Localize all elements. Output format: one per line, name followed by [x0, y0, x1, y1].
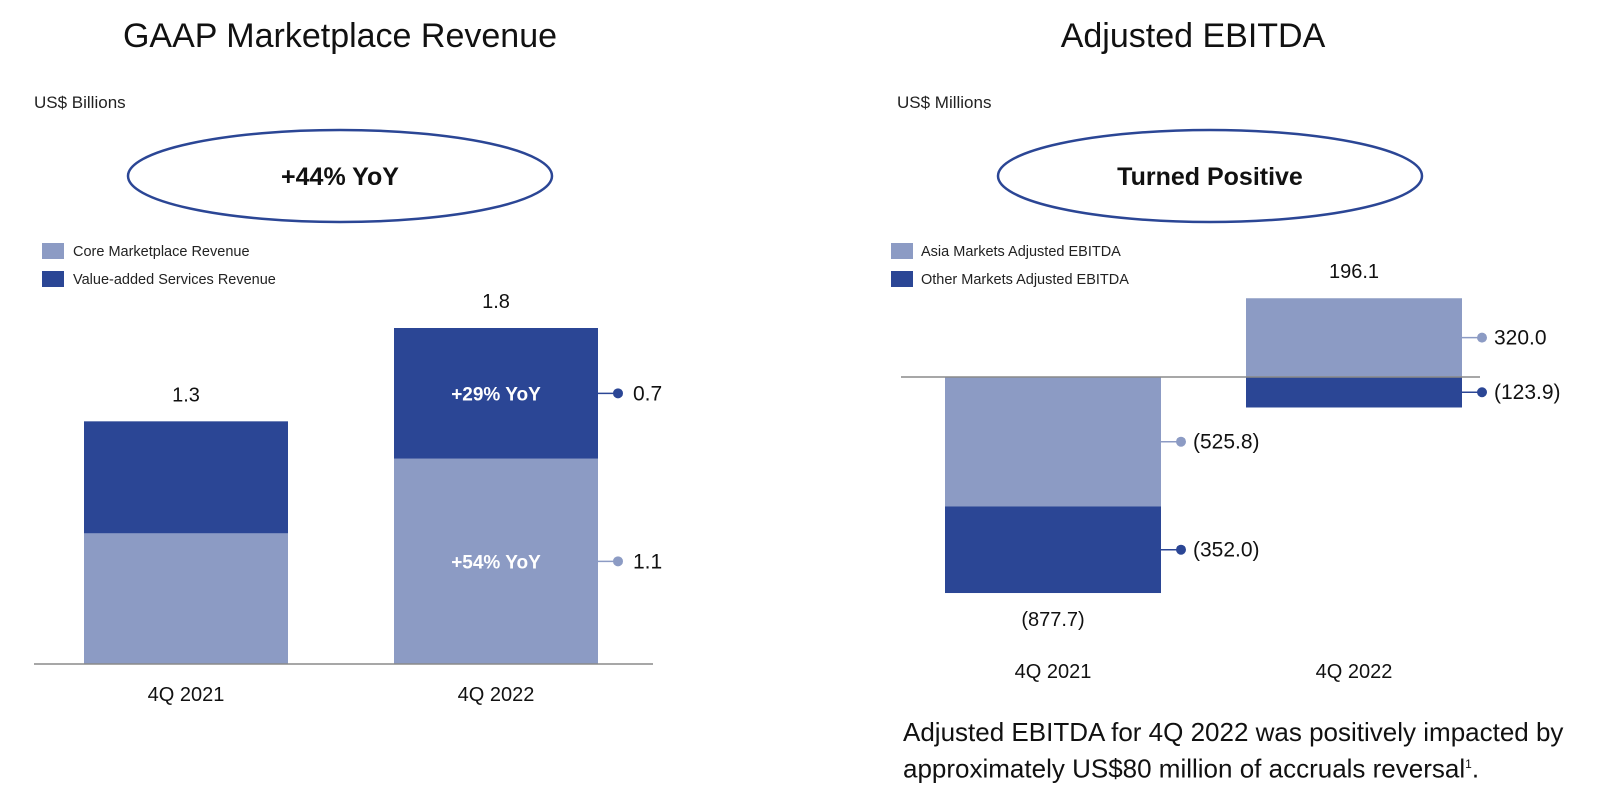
bar-vas-4q2022	[394, 328, 598, 459]
callout-value-asia-4q2021: (525.8)	[1193, 431, 1260, 454]
ebitda-chart: Adjusted EBITDA US$ Millions Turned Posi…	[891, 17, 1561, 683]
ebitda-chart-title: Adjusted EBITDA	[1061, 17, 1326, 55]
category-label-4q2021: 4Q 2021	[1015, 661, 1092, 683]
callout-value-other-4q2021: (352.0)	[1193, 539, 1260, 562]
revenue-badge-text: +44% YoY	[281, 163, 399, 191]
footnote-superscript: 1	[1465, 757, 1472, 771]
legend-label-vas: Value-added Services Revenue	[73, 272, 276, 288]
callout-dot-core	[613, 556, 623, 567]
segment-label-core-4q2022: +54% YoY	[451, 552, 541, 573]
bar-asia-4q2021	[945, 377, 1161, 507]
callout-value-asia-4q2022: 320.0	[1494, 327, 1547, 350]
callout-value-other-4q2022: (123.9)	[1494, 381, 1561, 404]
category-label-4q2021: 4Q 2021	[148, 684, 225, 706]
footnote-text: Adjusted EBITDA for 4Q 2022 was positive…	[903, 717, 1564, 784]
total-label-4q2021: (877.7)	[1021, 609, 1084, 631]
revenue-badge-ellipse	[126, 128, 554, 224]
revenue-unit-label: US$ Billions	[34, 93, 126, 112]
bar-core-4q2022	[394, 458, 598, 664]
callout-value-vas: 0.7	[633, 382, 662, 405]
legend-swatch-core	[42, 243, 64, 259]
ebitda-unit-label: US$ Millions	[897, 93, 991, 112]
category-label-4q2022: 4Q 2022	[458, 684, 535, 706]
callout-dot-asia-4q2021	[1176, 436, 1186, 447]
category-label-4q2022: 4Q 2022	[1316, 661, 1393, 683]
callout-dot-other-4q2022	[1477, 387, 1487, 398]
bar-asia-4q2022	[1246, 298, 1462, 377]
total-label-4q2021: 1.3	[172, 384, 200, 406]
callout-dot-vas	[613, 388, 623, 399]
revenue-chart-title: GAAP Marketplace Revenue	[123, 17, 557, 55]
bar-other-4q2022	[1246, 377, 1462, 408]
ebitda-footnote: Adjusted EBITDA for 4Q 2022 was positive…	[903, 716, 1583, 785]
callout-dot-other-4q2021	[1176, 544, 1186, 555]
callout-value-core: 1.1	[633, 550, 662, 573]
bar-other-4q2021	[945, 506, 1161, 594]
legend-label-asia: Asia Markets Adjusted EBITDA	[921, 244, 1121, 260]
legend-label-core: Core Marketplace Revenue	[73, 244, 250, 260]
callout-dot-asia-4q2022	[1477, 332, 1487, 343]
legend-swatch-asia	[891, 243, 913, 259]
bar-core-4q2021	[84, 533, 288, 664]
bar-vas-4q2021	[84, 421, 288, 534]
total-label-4q2022: 1.8	[482, 291, 510, 313]
legend-label-other: Other Markets Adjusted EBITDA	[921, 272, 1129, 288]
ebitda-badge-text: Turned Positive	[1117, 163, 1303, 191]
legend-swatch-vas	[42, 271, 64, 287]
segment-label-vas-4q2022: +29% YoY	[451, 384, 541, 405]
ebitda-badge-ellipse	[996, 128, 1424, 224]
footnote-period: .	[1471, 753, 1480, 784]
revenue-chart: GAAP Marketplace Revenue US$ Billions +4…	[34, 17, 662, 706]
legend-swatch-other	[891, 271, 913, 287]
total-label-4q2022: 196.1	[1329, 261, 1379, 283]
